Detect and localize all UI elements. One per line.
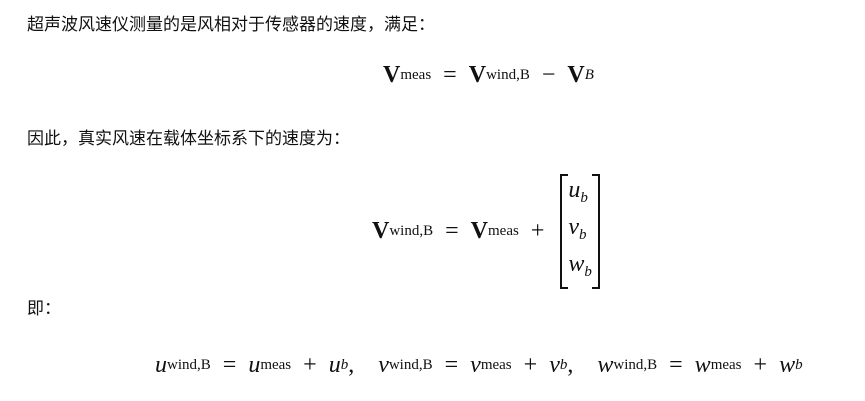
- subscript: wind,B: [486, 67, 530, 83]
- symbol: w: [597, 352, 614, 378]
- symbol: v: [568, 214, 580, 240]
- symbol: V: [383, 62, 401, 88]
- subscript: meas: [480, 357, 512, 373]
- symbol: V: [372, 218, 390, 244]
- body-velocity-matrix: ub vb wb: [560, 174, 600, 289]
- subscript: meas: [710, 357, 742, 373]
- subscript: wind,B: [613, 357, 658, 373]
- symbol: V: [470, 218, 488, 244]
- operator: −: [541, 62, 556, 88]
- symbol: u: [155, 352, 167, 378]
- symbol: v: [470, 352, 481, 378]
- subscript: wind,B: [167, 357, 211, 373]
- subscript: b: [579, 227, 587, 243]
- paragraph-ie: 即：: [27, 299, 61, 319]
- symbol: u: [248, 352, 261, 378]
- operator: =: [445, 218, 459, 244]
- paragraph-therefore: 因此，真实风速在载体坐标系下的速度为：: [27, 129, 350, 149]
- symbol: u: [328, 352, 341, 378]
- subscript: meas: [260, 357, 292, 373]
- subscript: wind,B: [388, 357, 433, 373]
- operator: +: [753, 352, 768, 378]
- comma: ,: [567, 352, 574, 378]
- symbol: w: [568, 251, 585, 277]
- subscript: meas: [488, 223, 519, 239]
- symbol: v: [378, 352, 389, 378]
- operator: +: [530, 218, 545, 244]
- subscript: b: [559, 357, 568, 373]
- symbol: u: [568, 177, 581, 203]
- symbol: v: [549, 352, 560, 378]
- operator: +: [523, 352, 538, 378]
- paragraph-intro: 超声波风速仪测量的是风相对于传感器的速度，满足：: [27, 15, 435, 35]
- symbol: w: [694, 352, 711, 378]
- operator: +: [303, 352, 317, 378]
- subscript: B: [584, 67, 594, 83]
- subscript: b: [584, 264, 592, 280]
- subscript: b: [340, 357, 349, 373]
- operator: =: [222, 352, 237, 378]
- operator: =: [444, 352, 459, 378]
- operator: =: [443, 62, 457, 88]
- comma: ,: [348, 352, 355, 378]
- symbol: V: [567, 62, 585, 88]
- subscript: b: [580, 190, 588, 206]
- operator: =: [669, 352, 683, 378]
- subscript: b: [795, 357, 803, 373]
- subscript: meas: [400, 67, 432, 83]
- subscript: wind,B: [389, 223, 434, 239]
- symbol: V: [468, 62, 487, 88]
- symbol: w: [779, 352, 796, 378]
